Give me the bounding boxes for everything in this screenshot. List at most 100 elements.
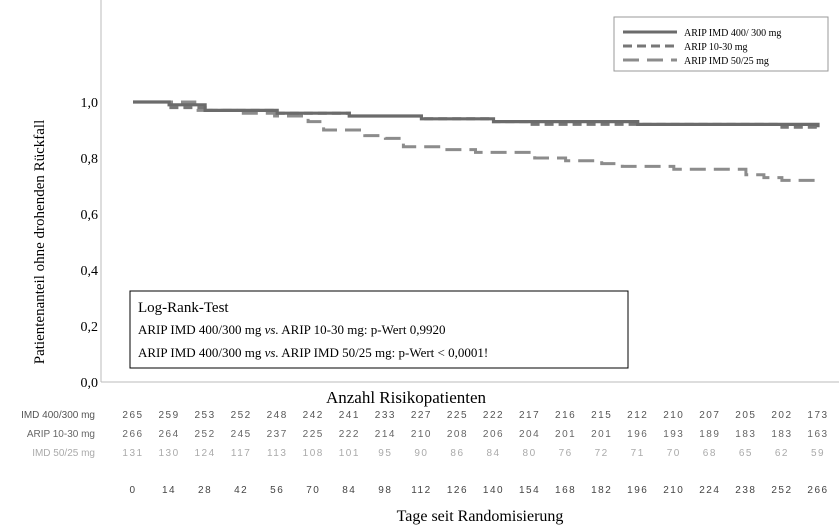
risk-count: 131 [122,448,143,459]
risk-count: 212 [627,410,648,421]
risk-count: 62 [775,448,789,459]
x-tick-label: 168 [555,485,576,496]
x-tick-label: 210 [663,485,684,496]
risk-count: 183 [735,429,756,440]
x-axis-label: Tage seit Randomisierung [397,508,564,525]
risk-count: 252 [231,410,252,421]
annotation-box [129,290,629,369]
annotation-title: Log-Rank-Test [138,300,229,316]
risk-count: 70 [667,448,681,459]
x-tick-label: 252 [771,485,792,496]
risk-count: 72 [595,448,609,459]
x-tick-label: 0 [129,485,136,496]
risk-count: 183 [771,429,792,440]
risk-table-title: Anzahl Risikopatienten [326,388,487,407]
y-tick-label: 0,8 [81,152,99,167]
risk-count: 84 [486,448,500,459]
risk-count: 225 [447,410,468,421]
risk-count: 124 [195,448,216,459]
risk-count: 201 [555,429,576,440]
risk-count: 248 [267,410,288,421]
legend: ARIP IMD 400/ 300 mg ARIP 10-30 mg ARIP IM… [613,16,829,72]
annotation-line-1: ARIP IMD 400/300 mg vs. ARIP 10-30 mg: p… [138,322,445,337]
x-tick-label: 56 [270,485,284,496]
risk-count: 59 [811,448,825,459]
x-tick-label: 98 [378,485,392,496]
series-line [133,100,818,182]
legend-box [613,16,829,72]
risk-count: 206 [483,429,504,440]
x-tick-label: 42 [234,485,248,496]
risk-row-label: IMD 400/300 mg [21,410,95,421]
x-tick-label: 84 [342,485,356,496]
risk-count: 117 [231,448,251,459]
risk-count: 225 [303,429,324,440]
x-tick-label: 140 [483,485,504,496]
x-tick-label: 112 [411,485,431,496]
risk-row-label: IMD 50/25 mg [32,448,95,459]
risk-count: 222 [483,410,504,421]
risk-count: 242 [303,410,324,421]
risk-count: 265 [122,410,143,421]
x-tick-label: 126 [447,485,468,496]
legend-label: ARIP IMD 50/25 mg [684,56,769,67]
risk-count: 208 [447,429,468,440]
risk-count: 264 [158,429,179,440]
risk-count: 204 [519,429,540,440]
risk-count: 90 [414,448,428,459]
risk-count: 101 [339,448,360,459]
y-tick-label: 1,0 [81,96,99,111]
x-tick-label: 238 [735,485,756,496]
risk-count: 113 [267,448,287,459]
risk-count: 65 [739,448,753,459]
risk-count: 201 [591,429,612,440]
risk-count: 259 [158,410,179,421]
legend-label: ARIP 10-30 mg [684,42,748,53]
x-tick-label: 28 [198,485,212,496]
risk-count: 76 [559,448,573,459]
risk-count: 217 [519,410,540,421]
risk-count: 196 [627,429,648,440]
risk-count: 108 [303,448,324,459]
risk-count: 214 [375,429,396,440]
y-tick-labels: 0,0 0,2 0,4 0,6 0,8 1,0 [81,96,99,391]
risk-row-label: ARIP 10-30 mg [27,429,95,440]
risk-count: 233 [375,410,396,421]
risk-table: IMD 400/300 mg 265 259 253 252 248 242 241 233 22… [21,410,828,459]
log-rank-annotation: Log-Rank-Test ARIP IMD 400/300 mg vs. AR… [129,290,629,369]
risk-count: 163 [807,429,828,440]
series-line [133,100,820,128]
risk-count: 205 [735,410,756,421]
x-tick-label: 266 [807,485,828,496]
risk-count: 266 [122,429,143,440]
risk-count: 245 [231,429,252,440]
risk-count: 252 [195,429,216,440]
x-tick-label: 70 [306,485,320,496]
risk-count: 237 [267,429,288,440]
y-tick-label: 0,0 [81,376,99,391]
annotation-line-2: ARIP IMD 400/300 mg vs. ARIP IMD 50/25 m… [138,345,488,360]
risk-count: 222 [339,429,360,440]
risk-count: 253 [195,410,216,421]
risk-count: 68 [703,448,717,459]
risk-count: 189 [699,429,720,440]
risk-count: 202 [771,410,792,421]
risk-count: 80 [523,448,537,459]
x-tick-label: 224 [699,485,720,496]
risk-count: 130 [158,448,179,459]
y-tick-label: 0,6 [81,208,99,223]
x-tick-label: 14 [162,485,176,496]
risk-count: 71 [631,448,645,459]
risk-count: 227 [411,410,432,421]
risk-count: 95 [378,448,392,459]
y-axis-label: Patientenanteil ohne drohenden Rückfall [32,120,48,365]
risk-count: 216 [555,410,576,421]
risk-count: 193 [663,429,684,440]
x-tick-label: 196 [627,485,648,496]
x-tick-label: 182 [591,485,612,496]
risk-count: 86 [450,448,464,459]
y-tick-label: 0,4 [81,264,99,279]
risk-count: 210 [411,429,432,440]
risk-count: 173 [807,410,828,421]
